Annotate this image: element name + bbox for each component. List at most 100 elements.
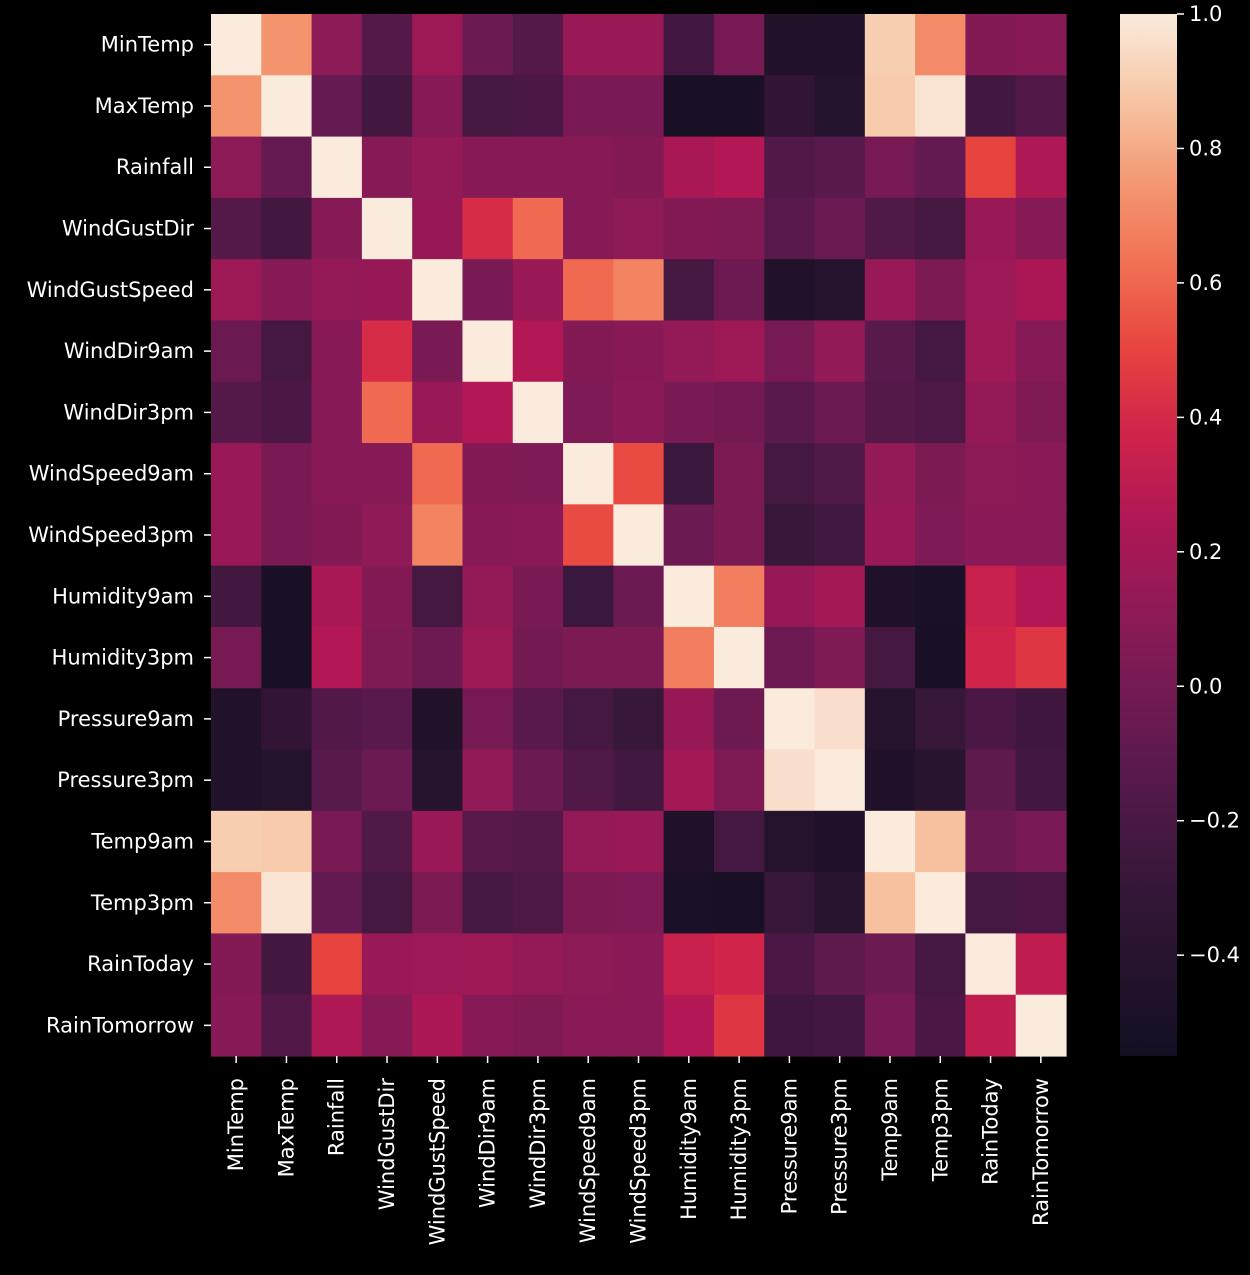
heatmap-cell-windspeed9am-raintomorrow bbox=[1015, 443, 1067, 505]
heatmap-cell-windgustdir-mintemp bbox=[211, 197, 262, 260]
heatmap-cell-humidity3pm-temp9am bbox=[864, 626, 916, 689]
column-label-humidity9am: Humidity9am bbox=[677, 1078, 701, 1220]
heatmap-cell-mintemp-raintomorrow bbox=[1015, 14, 1067, 76]
heatmap-cell-rainfall-windgustdir bbox=[361, 136, 413, 199]
heatmap-cell-windgustdir-temp3pm bbox=[915, 197, 967, 260]
colorbar-tick-label: 0.6 bbox=[1189, 271, 1222, 295]
row-label-rainfall: Rainfall bbox=[116, 155, 194, 179]
heatmap-cell-pressure9am-mintemp bbox=[211, 688, 262, 751]
colorbar-tick-label: 0.8 bbox=[1189, 136, 1222, 160]
heatmap-cell-windgustspeed-mintemp bbox=[211, 259, 262, 322]
heatmap-cell-maxtemp-raintomorrow bbox=[1015, 75, 1067, 138]
heatmap-cell-pressure3pm-humidity9am bbox=[663, 749, 715, 812]
heatmap-cell-mintemp-raintoday bbox=[965, 14, 1017, 76]
heatmap-cell-windgustdir-pressure9am bbox=[764, 197, 816, 260]
heatmap-cell-temp3pm-windspeed3pm bbox=[613, 872, 665, 935]
heatmap-cell-temp3pm-winddir9am bbox=[462, 872, 514, 935]
heatmap-cell-rainfall-winddir3pm bbox=[512, 136, 564, 199]
colorbar-tick-label: −0.2 bbox=[1189, 809, 1240, 833]
row-label-pressure9am: Pressure9am bbox=[58, 707, 194, 731]
colorbar-tick-label: 0.0 bbox=[1189, 674, 1222, 698]
row-label-raintoday: RainToday bbox=[87, 952, 194, 976]
heatmap-cell-temp9am-windgustspeed bbox=[412, 810, 464, 873]
heatmap-cell-windgustdir-maxtemp bbox=[261, 197, 313, 260]
heatmap-cell-mintemp-rainfall bbox=[311, 14, 363, 76]
heatmap-cell-humidity9am-raintoday bbox=[965, 565, 1017, 628]
heatmap-cell-winddir3pm-windspeed9am bbox=[563, 381, 614, 444]
heatmap-cell-windgustdir-winddir9am bbox=[462, 197, 514, 260]
heatmap-cell-mintemp-windgustspeed bbox=[412, 14, 464, 76]
heatmap-cell-windgustspeed-maxtemp bbox=[261, 259, 313, 322]
heatmap-cell-raintoday-pressure3pm bbox=[814, 933, 866, 996]
heatmap-cell-windspeed3pm-humidity9am bbox=[663, 504, 715, 567]
colorbar-tick-label: 1.0 bbox=[1189, 2, 1222, 26]
heatmap-cell-pressure9am-maxtemp bbox=[261, 688, 313, 751]
heatmap-cell-humidity3pm-windspeed3pm bbox=[613, 626, 665, 689]
heatmap-cell-temp9am-raintomorrow bbox=[1015, 810, 1067, 873]
heatmap-cell-maxtemp-mintemp bbox=[211, 75, 262, 138]
heatmap-cell-raintoday-temp3pm bbox=[915, 933, 967, 996]
row-label-raintomorrow: RainTomorrow bbox=[46, 1013, 194, 1037]
heatmap-cell-raintomorrow-pressure3pm bbox=[814, 994, 866, 1057]
column-label-windspeed3pm: WindSpeed3pm bbox=[627, 1078, 651, 1244]
heatmap-cell-humidity3pm-windgustspeed bbox=[412, 626, 464, 689]
heatmap-cell-rainfall-winddir9am bbox=[462, 136, 514, 199]
heatmap-cell-maxtemp-windspeed3pm bbox=[613, 75, 665, 138]
heatmap-cell-winddir9am-rainfall bbox=[311, 320, 363, 383]
heatmap-cell-windgustdir-rainfall bbox=[311, 197, 363, 260]
heatmap-cell-windgustspeed-winddir9am bbox=[462, 259, 514, 322]
column-label-humidity3pm: Humidity3pm bbox=[727, 1078, 751, 1220]
heatmap-cell-humidity3pm-windgustdir bbox=[361, 626, 413, 689]
heatmap-cell-windgustspeed-pressure3pm bbox=[814, 259, 866, 322]
heatmap-cell-temp3pm-maxtemp bbox=[261, 872, 313, 935]
heatmap-cell-windgustspeed-humidity9am bbox=[663, 259, 715, 322]
heatmap-cell-winddir9am-windspeed3pm bbox=[613, 320, 665, 383]
heatmap-cell-pressure3pm-temp9am bbox=[864, 749, 916, 812]
heatmap-cell-temp3pm-pressure9am bbox=[764, 872, 816, 935]
heatmap-cell-windspeed3pm-maxtemp bbox=[261, 504, 313, 567]
heatmap-cell-temp9am-winddir9am bbox=[462, 810, 514, 873]
heatmap-cell-windgustdir-raintomorrow bbox=[1015, 197, 1067, 260]
heatmap-cell-windgustdir-pressure3pm bbox=[814, 197, 866, 260]
heatmap-cell-maxtemp-temp3pm bbox=[915, 75, 967, 138]
heatmap-cell-windspeed9am-winddir9am bbox=[462, 443, 514, 505]
heatmap-cell-temp9am-windgustdir bbox=[361, 810, 413, 873]
heatmap-cell-raintomorrow-maxtemp bbox=[261, 994, 313, 1057]
heatmap-cell-windgustdir-humidity9am bbox=[663, 197, 715, 260]
heatmap-cell-raintomorrow-temp9am bbox=[864, 994, 916, 1057]
heatmap-cell-mintemp-windspeed9am bbox=[563, 14, 614, 76]
heatmap-cell-maxtemp-winddir3pm bbox=[512, 75, 564, 138]
heatmap-cell-pressure9am-pressure3pm bbox=[814, 688, 866, 751]
heatmap-cell-windspeed3pm-pressure9am bbox=[764, 504, 816, 567]
heatmap-cell-temp3pm-humidity3pm bbox=[713, 872, 765, 935]
heatmap-cell-temp3pm-temp9am bbox=[864, 872, 916, 935]
heatmap-cell-windspeed9am-mintemp bbox=[211, 443, 262, 505]
heatmap-cell-windspeed9am-windgustspeed bbox=[412, 443, 464, 505]
heatmap-cell-pressure3pm-humidity3pm bbox=[713, 749, 765, 812]
heatmap-cell-maxtemp-raintoday bbox=[965, 75, 1017, 138]
heatmap-cell-windspeed9am-windspeed9am bbox=[563, 443, 614, 505]
heatmap-cell-humidity3pm-raintomorrow bbox=[1015, 626, 1067, 689]
heatmap-cell-winddir3pm-humidity3pm bbox=[713, 381, 765, 444]
heatmap-cell-windspeed3pm-temp3pm bbox=[915, 504, 967, 567]
heatmap-cell-temp9am-windspeed9am bbox=[563, 810, 614, 873]
heatmap-cell-winddir9am-windgustdir bbox=[361, 320, 413, 383]
heatmap-cell-rainfall-maxtemp bbox=[261, 136, 313, 199]
heatmap-cell-winddir9am-humidity3pm bbox=[713, 320, 765, 383]
heatmap-cell-temp3pm-windgustspeed bbox=[412, 872, 464, 935]
heatmap-cell-pressure3pm-windgustspeed bbox=[412, 749, 464, 812]
row-label-winddir9am: WindDir9am bbox=[64, 339, 194, 363]
heatmap-cell-windspeed9am-windspeed3pm bbox=[613, 443, 665, 505]
heatmap-cell-mintemp-winddir9am bbox=[462, 14, 514, 76]
column-label-windgustdir: WindGustDir bbox=[375, 1078, 399, 1211]
heatmap-cell-raintomorrow-windgustdir bbox=[361, 994, 413, 1057]
heatmap-cell-humidity9am-mintemp bbox=[211, 565, 262, 628]
heatmap-cell-maxtemp-temp9am bbox=[864, 75, 916, 138]
heatmap-cell-temp9am-pressure3pm bbox=[814, 810, 866, 873]
heatmap-cell-winddir9am-raintomorrow bbox=[1015, 320, 1067, 383]
heatmap-cell-winddir9am-humidity9am bbox=[663, 320, 715, 383]
heatmap-cell-pressure3pm-raintomorrow bbox=[1015, 749, 1067, 812]
heatmap-cell-windgustdir-windgustspeed bbox=[412, 197, 464, 260]
column-label-temp9am: Temp9am bbox=[878, 1078, 902, 1182]
heatmap-cell-winddir9am-raintoday bbox=[965, 320, 1017, 383]
